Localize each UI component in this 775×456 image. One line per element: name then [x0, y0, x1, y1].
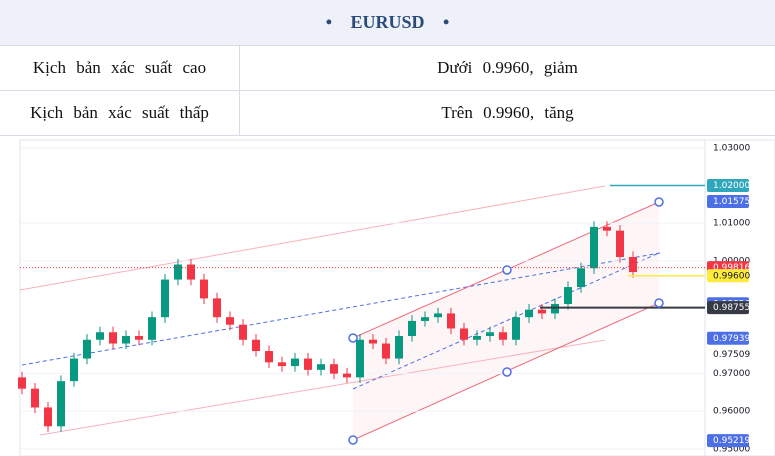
row: Kịch bản xác suất cao Dưới 0.9960, giảm — [0, 46, 775, 91]
cell: Kịch bản xác suất cao — [0, 46, 240, 91]
price-label: 0.95219 — [713, 436, 750, 446]
candle-body — [57, 381, 65, 427]
candle-body — [382, 343, 390, 359]
candle-body — [317, 364, 325, 370]
candle-body — [538, 309, 546, 314]
cell: Dưới 0.9960, giảm — [239, 46, 775, 91]
cell: Kịch bản xác suất thấp — [0, 90, 240, 136]
candle-body — [44, 407, 52, 427]
scenario-table: Kịch bản xác suất cao Dưới 0.9960, giảm K… — [0, 46, 775, 136]
price-label-box — [707, 331, 749, 345]
candle-body — [369, 339, 377, 344]
price-label-box — [707, 195, 749, 209]
candle-body — [395, 335, 403, 359]
title: • EURUSD • — [325, 12, 450, 32]
price-label-box — [707, 301, 749, 315]
anchor[interactable] — [502, 367, 512, 377]
candle-body — [135, 335, 143, 340]
candle-body — [525, 309, 533, 318]
candle-body — [447, 313, 455, 329]
price-label-box — [707, 269, 749, 283]
anchors — [348, 197, 664, 445]
candle-body — [70, 358, 78, 382]
cell: Trên 0.9960, tăng — [239, 90, 775, 136]
candle-body — [434, 313, 442, 318]
candle-body — [96, 332, 104, 340]
candle-body — [616, 230, 624, 257]
anchor[interactable] — [502, 265, 512, 275]
candle-body — [564, 287, 572, 305]
price-label-box — [707, 434, 749, 448]
candle-body — [512, 317, 520, 340]
y-tick-label: 1.01000 — [713, 219, 750, 229]
candle-body — [265, 351, 273, 363]
candle-body — [200, 279, 208, 299]
candle-body — [603, 226, 611, 231]
title-bar: • EURUSD • — [0, 0, 775, 46]
price-label-box — [707, 347, 749, 361]
anchor[interactable] — [348, 333, 358, 343]
y-tick-label: 0.96000 — [713, 407, 750, 417]
row: Kịch bản xác suất thấp Trên 0.9960, tăng — [0, 90, 775, 136]
candle-body — [499, 332, 507, 340]
price-label-box — [707, 179, 749, 193]
candle-body — [226, 317, 234, 325]
candle-body — [174, 264, 182, 280]
candle-body — [343, 373, 351, 378]
candle-body — [187, 264, 195, 280]
chart-frame — [19, 139, 775, 456]
candle-body — [109, 332, 117, 344]
y-tick-label: 0.97000 — [713, 369, 750, 379]
y-tick-label: 1.03000 — [713, 143, 750, 153]
anchor[interactable] — [348, 435, 358, 445]
candle-body — [239, 324, 247, 340]
trend-line — [39, 339, 606, 436]
candle-body — [551, 304, 559, 314]
marks — [18, 147, 705, 450]
price-label: 0.99600 — [713, 271, 750, 281]
candle-body — [356, 339, 364, 378]
candle-body — [291, 358, 299, 367]
price-label: 0.99816 — [713, 263, 750, 273]
price-label: 1.01575 — [713, 197, 750, 207]
anchor[interactable] — [654, 197, 664, 207]
candle-body — [408, 320, 416, 336]
candle-body — [31, 388, 39, 408]
price-label: 1.02000 — [713, 181, 750, 191]
candle-body — [213, 298, 221, 318]
candle-body — [252, 339, 260, 352]
trend-line — [21, 252, 661, 366]
candle-body — [590, 226, 598, 269]
candle-body — [629, 256, 637, 273]
candle-body — [122, 335, 130, 344]
y-tick-label: 0.95000 — [713, 444, 750, 454]
candle-body — [83, 339, 91, 359]
candle-body — [148, 317, 156, 340]
anchor[interactable] — [654, 298, 664, 308]
price-label: 0.97939 — [713, 334, 750, 344]
channel-fill — [353, 202, 659, 440]
candle-body — [278, 362, 286, 367]
candle-body — [486, 332, 494, 336]
candle-body — [460, 328, 468, 340]
trend-line — [19, 185, 606, 291]
price-label: 0.97509 — [713, 350, 750, 360]
candle-body — [421, 317, 429, 321]
candle-body — [18, 377, 26, 389]
candle-body — [330, 364, 338, 374]
price-label: 0.98755 — [713, 303, 750, 313]
candle-body — [473, 335, 481, 340]
candle-body — [577, 268, 585, 288]
candle-body — [304, 358, 312, 370]
candle-body — [161, 279, 169, 318]
